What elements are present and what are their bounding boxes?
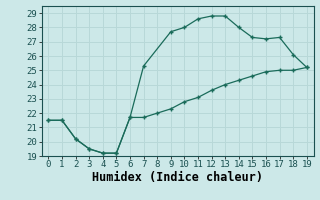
X-axis label: Humidex (Indice chaleur): Humidex (Indice chaleur) <box>92 171 263 184</box>
